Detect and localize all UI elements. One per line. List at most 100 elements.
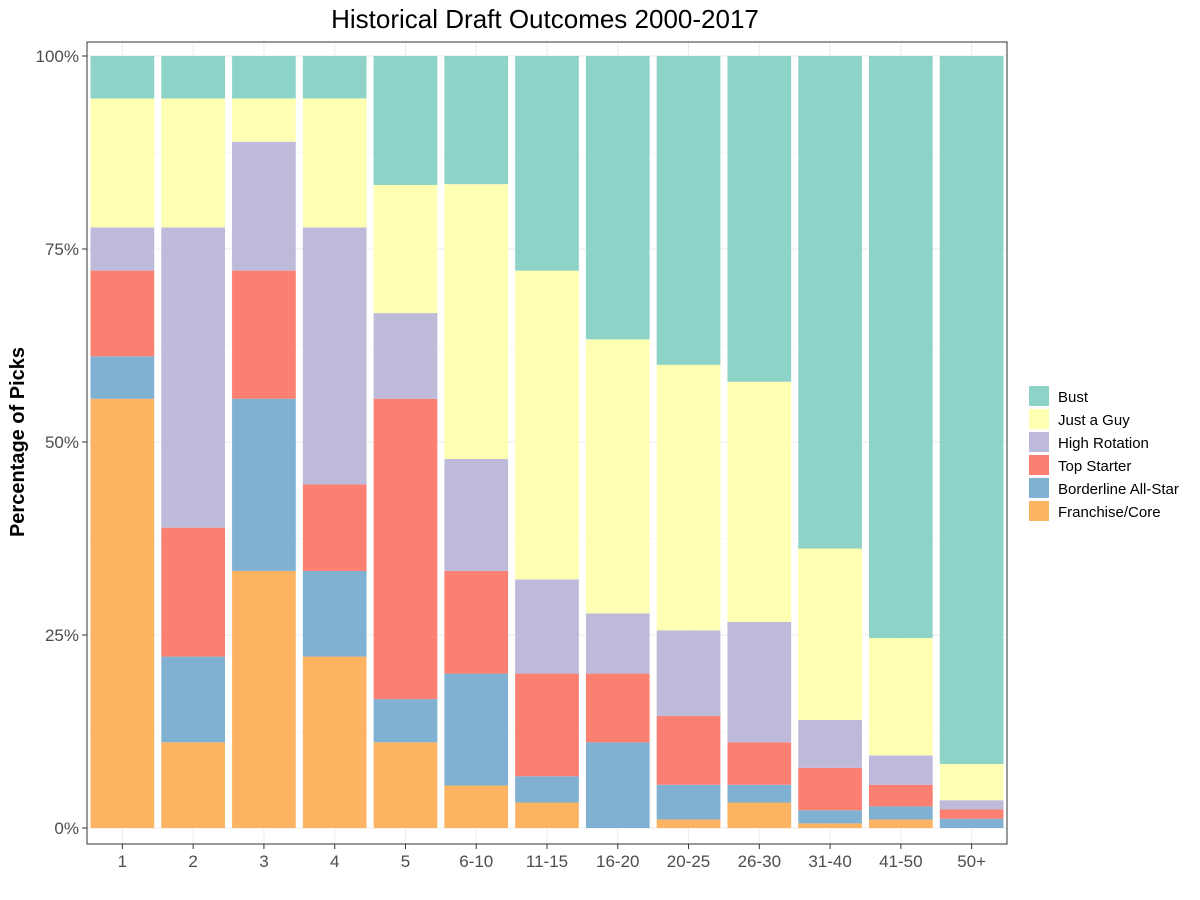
legend-label: High Rotation bbox=[1058, 435, 1149, 452]
bar-segment-top-starter bbox=[373, 398, 438, 700]
bar-segment-high-rotation bbox=[373, 313, 438, 399]
y-tick-label: 50% bbox=[45, 433, 79, 452]
bar-segment-just-a-guy bbox=[373, 184, 438, 314]
bar-segment-high-rotation bbox=[656, 630, 721, 717]
bar-segment-franchise-core bbox=[798, 823, 862, 828]
bar-segment-bust bbox=[939, 56, 1004, 764]
bar-segment-borderline-all-star bbox=[585, 742, 650, 828]
bar-segment-just-a-guy bbox=[656, 364, 721, 631]
bar-segment-borderline-all-star bbox=[232, 398, 296, 571]
bar-stack-20-25 bbox=[656, 56, 721, 828]
bar-segment-bust bbox=[302, 56, 367, 99]
bar-segment-top-starter bbox=[727, 742, 792, 785]
bar-stack-16-20 bbox=[585, 56, 650, 828]
y-axis-label: Percentage of Picks bbox=[7, 347, 29, 537]
bar-segment-franchise-core bbox=[373, 742, 438, 828]
plot-area: 0% 25% 50% 75% 100% 1 2 3 4 5 6-10 11-15 16-20 20-25 2… bbox=[36, 41, 1008, 871]
legend-swatch bbox=[1029, 386, 1049, 406]
y-tick-label: 25% bbox=[45, 626, 79, 645]
x-tick-label: 11-15 bbox=[526, 852, 568, 871]
x-tick-label: 2 bbox=[188, 852, 197, 871]
bar-segment-borderline-all-star bbox=[90, 356, 155, 399]
bar-stack-50+ bbox=[939, 56, 1004, 828]
bar-segment-top-starter bbox=[302, 484, 367, 571]
bar-segment-borderline-all-star bbox=[939, 818, 1004, 828]
bar-segment-franchise-core bbox=[515, 802, 579, 828]
legend-label: Borderline All-Star bbox=[1058, 481, 1179, 498]
bar-stack-11-15 bbox=[515, 56, 579, 828]
bar-stack-31-40 bbox=[798, 56, 862, 828]
legend-swatch bbox=[1029, 501, 1049, 521]
legend-swatch bbox=[1029, 478, 1049, 498]
bar-segment-bust bbox=[798, 56, 862, 549]
bar-segment-just-a-guy bbox=[90, 98, 155, 228]
bar-segment-high-rotation bbox=[798, 719, 862, 768]
bar-segment-borderline-all-star bbox=[161, 656, 225, 743]
bar-segment-high-rotation bbox=[869, 755, 933, 785]
bar-stack-2 bbox=[161, 56, 225, 828]
bar-segment-franchise-core bbox=[232, 570, 296, 828]
legend-swatch bbox=[1029, 455, 1049, 475]
bar-segment-borderline-all-star bbox=[515, 776, 579, 803]
legend-item-high-rotation: High Rotation bbox=[1029, 432, 1149, 452]
x-tick-label: 50+ bbox=[957, 852, 986, 871]
legend-swatch bbox=[1029, 432, 1049, 452]
bar-segment-just-a-guy bbox=[232, 98, 296, 142]
bar-segment-bust bbox=[373, 56, 438, 185]
bar-segment-franchise-core bbox=[444, 785, 509, 828]
legend-swatch bbox=[1029, 409, 1049, 429]
bar-segment-high-rotation bbox=[232, 141, 296, 271]
bar-segment-just-a-guy bbox=[302, 98, 367, 228]
legend-label: Just a Guy bbox=[1058, 412, 1130, 429]
bar-segment-top-starter bbox=[161, 527, 225, 657]
bar-segment-high-rotation bbox=[727, 621, 792, 743]
bar-segment-borderline-all-star bbox=[302, 570, 367, 657]
bar-segment-bust bbox=[869, 56, 933, 639]
y-tick-label: 0% bbox=[54, 819, 79, 838]
bar-segment-borderline-all-star bbox=[373, 699, 438, 743]
legend-label: Bust bbox=[1058, 389, 1089, 406]
bar-segment-top-starter bbox=[515, 673, 579, 777]
x-tick-label: 16-20 bbox=[596, 852, 639, 871]
bar-stack-3 bbox=[232, 56, 296, 828]
y-tick-label: 100% bbox=[36, 47, 79, 66]
bar-stack-41-50 bbox=[869, 56, 933, 828]
bar-segment-top-starter bbox=[444, 570, 509, 674]
bar-segment-bust bbox=[515, 56, 579, 271]
bar-segment-high-rotation bbox=[302, 227, 367, 485]
legend-label: Top Starter bbox=[1058, 458, 1131, 475]
bar-segment-just-a-guy bbox=[515, 270, 579, 580]
x-tick-label: 5 bbox=[401, 852, 410, 871]
legend: Bust Just a Guy High Rotation Top Starter Bo… bbox=[1029, 386, 1179, 521]
x-tick-label: 6-10 bbox=[459, 852, 493, 871]
bar-segment-bust bbox=[232, 56, 296, 99]
x-tick-label: 41-50 bbox=[879, 852, 922, 871]
bar-segment-just-a-guy bbox=[585, 339, 650, 614]
bar-stack-5 bbox=[373, 56, 438, 828]
bar-segment-just-a-guy bbox=[798, 548, 862, 720]
legend-item-franchise-core: Franchise/Core bbox=[1029, 501, 1161, 521]
chart-title: Historical Draft Outcomes 2000-2017 bbox=[331, 4, 759, 34]
bar-segment-top-starter bbox=[90, 270, 155, 357]
x-tick-label: 1 bbox=[118, 852, 127, 871]
bar-segment-franchise-core bbox=[727, 802, 792, 828]
bar-segment-bust bbox=[727, 56, 792, 382]
bar-segment-high-rotation bbox=[90, 227, 155, 271]
bar-segment-high-rotation bbox=[585, 613, 650, 674]
bar-segment-top-starter bbox=[869, 784, 933, 807]
bar-segment-franchise-core bbox=[656, 819, 721, 828]
y-tick-label: 75% bbox=[45, 240, 79, 259]
bar-segment-bust bbox=[656, 56, 721, 365]
legend-label: Franchise/Core bbox=[1058, 504, 1161, 521]
bar-stack-26-30 bbox=[727, 56, 792, 828]
bar-segment-just-a-guy bbox=[444, 184, 509, 459]
legend-item-just-a-guy: Just a Guy bbox=[1029, 409, 1130, 429]
legend-item-borderline-all-star: Borderline All-Star bbox=[1029, 478, 1179, 498]
bar-segment-borderline-all-star bbox=[869, 806, 933, 820]
bar-segment-top-starter bbox=[939, 809, 1004, 819]
bar-segment-top-starter bbox=[585, 673, 650, 743]
legend-item-top-starter: Top Starter bbox=[1029, 455, 1131, 475]
bar-segment-top-starter bbox=[232, 270, 296, 399]
x-tick-label: 31-40 bbox=[808, 852, 851, 871]
x-tick-label: 4 bbox=[330, 852, 339, 871]
